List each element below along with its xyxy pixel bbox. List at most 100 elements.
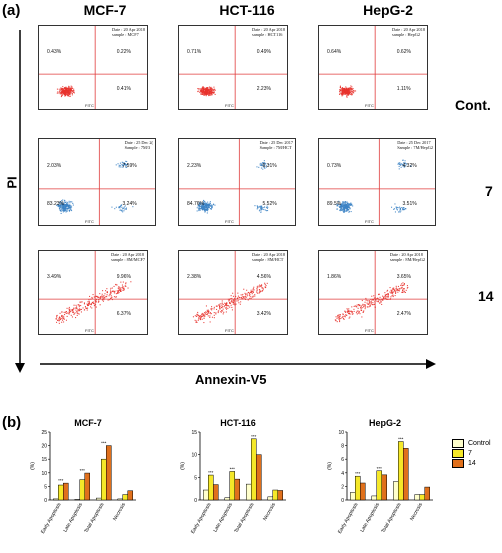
event-dot [392, 288, 394, 290]
event-dot [63, 317, 65, 319]
event-dot [350, 310, 352, 312]
event-dot [203, 316, 205, 318]
event-dot [374, 303, 376, 305]
plot-header-line: sample : 8M/HCT [252, 257, 284, 262]
event-dot [360, 306, 362, 308]
event-dot [393, 289, 395, 291]
bar-control [224, 497, 230, 501]
event-dot [75, 312, 77, 314]
event-dot [77, 308, 79, 310]
bar-control [414, 494, 420, 501]
event-dot [344, 203, 346, 205]
event-dot [349, 88, 351, 90]
event-dot [346, 311, 348, 313]
event-dot [208, 94, 210, 96]
event-dot [65, 319, 67, 321]
event-dot [355, 306, 357, 308]
event-dot [72, 311, 74, 313]
event-dot [64, 314, 66, 316]
event-dot [208, 91, 210, 93]
event-dot [401, 163, 403, 165]
event-dot [222, 306, 224, 308]
event-dot [265, 207, 267, 209]
bar-14 [403, 448, 409, 501]
event-dot [260, 205, 262, 207]
event-dot [66, 210, 68, 212]
event-dot [261, 208, 263, 210]
event-dot [341, 209, 343, 211]
event-dot [63, 207, 65, 209]
event-dot [204, 88, 206, 90]
event-dot [58, 320, 60, 322]
bar-control [117, 498, 123, 501]
event-dot [207, 312, 209, 314]
bar-7 [229, 471, 235, 501]
event-dot [350, 85, 352, 87]
event-dot [353, 89, 355, 91]
event-dot [349, 87, 351, 89]
event-dot [110, 287, 112, 289]
event-dot [115, 293, 117, 295]
event-dot [60, 205, 62, 207]
event-dot [207, 208, 209, 210]
event-dot [119, 205, 121, 207]
plot-header: Date : 20 Apr 2018 sample : HepG2 [392, 27, 425, 37]
event-dot [237, 300, 239, 302]
event-dot [102, 295, 104, 297]
x-axis-label: Annexin-V5 [195, 372, 267, 387]
bar-14 [84, 472, 90, 501]
event-dot [252, 296, 254, 298]
event-dot [224, 302, 226, 304]
event-dot [265, 166, 267, 168]
event-dot [70, 207, 72, 209]
event-dot [87, 307, 89, 309]
event-dot [204, 205, 206, 207]
event-dot [110, 289, 112, 291]
event-dot [219, 307, 221, 309]
event-dot [349, 313, 351, 315]
event-dot [70, 89, 72, 91]
event-dot [96, 299, 98, 301]
event-dot [125, 160, 127, 162]
event-dot [230, 301, 232, 303]
event-dot [393, 208, 395, 210]
event-dot [77, 312, 79, 314]
event-dot [122, 289, 124, 291]
event-dot [197, 88, 199, 90]
event-dot [339, 206, 341, 208]
event-dot [61, 90, 63, 92]
category-label: Necrosis [262, 502, 277, 522]
event-dot [213, 308, 215, 310]
event-dot [342, 313, 344, 315]
event-dot [256, 205, 258, 207]
event-dot [91, 297, 93, 299]
event-dot [127, 163, 129, 165]
bar-14 [234, 478, 240, 501]
event-dot [347, 311, 349, 313]
event-dot [118, 206, 120, 208]
event-dot [122, 207, 124, 209]
event-dot [343, 203, 345, 205]
event-dot [351, 306, 353, 308]
event-dot [348, 209, 350, 211]
event-dot [211, 309, 213, 311]
event-dot [361, 316, 363, 318]
bar-chart-title: MCF-7 [74, 418, 102, 428]
event-dot [348, 313, 350, 315]
event-dot [69, 204, 71, 206]
event-dot [385, 293, 387, 295]
event-dot [343, 317, 345, 319]
event-dot [200, 91, 202, 93]
event-dot [358, 310, 360, 312]
event-dot [345, 201, 347, 203]
event-dot [384, 292, 386, 294]
event-dot [259, 289, 261, 291]
event-dot [199, 318, 201, 320]
event-dot [119, 166, 121, 168]
event-dot [207, 207, 209, 209]
event-dot [397, 207, 399, 209]
event-dot [339, 85, 341, 87]
event-dot [391, 295, 393, 297]
event-dot [262, 163, 264, 165]
event-dot [86, 309, 88, 311]
